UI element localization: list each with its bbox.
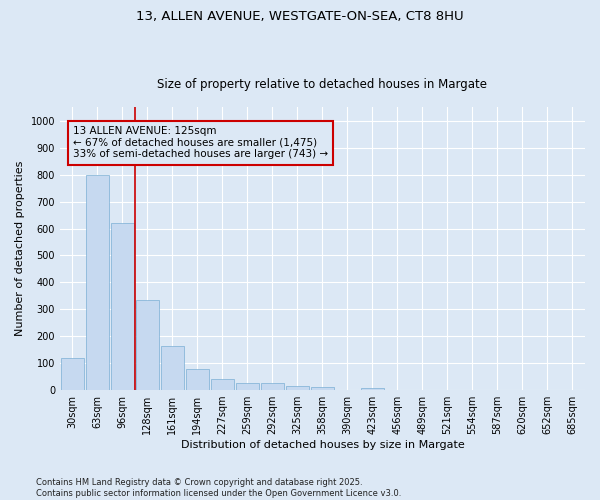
Text: 13 ALLEN AVENUE: 125sqm
← 67% of detached houses are smaller (1,475)
33% of semi: 13 ALLEN AVENUE: 125sqm ← 67% of detache… [73,126,328,160]
Bar [311,388,334,390]
Bar [136,300,160,390]
Bar [260,384,284,390]
Text: Contains HM Land Registry data © Crown copyright and database right 2025.
Contai: Contains HM Land Registry data © Crown c… [36,478,401,498]
Bar [286,386,310,390]
Text: 13, ALLEN AVENUE, WESTGATE-ON-SEA, CT8 8HU: 13, ALLEN AVENUE, WESTGATE-ON-SEA, CT8 8… [136,10,464,23]
Bar [110,223,134,390]
Y-axis label: Number of detached properties: Number of detached properties [15,161,25,336]
Bar [86,174,109,390]
Bar [161,346,184,390]
Bar [211,380,235,390]
Bar [361,388,385,390]
Title: Size of property relative to detached houses in Margate: Size of property relative to detached ho… [157,78,487,91]
Bar [185,368,209,390]
X-axis label: Distribution of detached houses by size in Margate: Distribution of detached houses by size … [181,440,464,450]
Bar [236,382,259,390]
Bar [61,358,84,390]
